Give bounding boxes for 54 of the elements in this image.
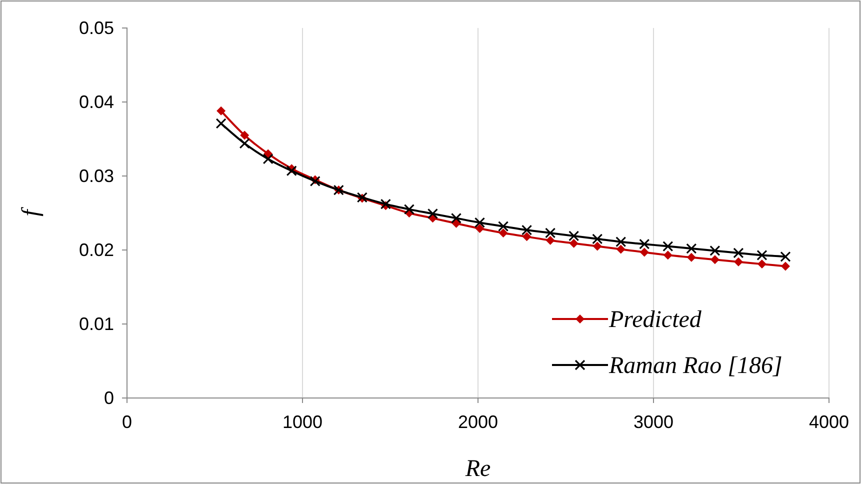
y-tick-label: 0 (104, 388, 114, 408)
point (780, 251, 791, 262)
point (662, 241, 674, 252)
legend-label: Raman Rao [186] (608, 353, 782, 379)
y-tick-label: 0.01 (78, 314, 114, 334)
point (733, 248, 744, 258)
point (475, 224, 484, 234)
x-tick-label: 4000 (808, 412, 850, 432)
y-tick-label: 0.03 (78, 166, 114, 186)
point (569, 238, 578, 248)
point (710, 255, 720, 264)
point (545, 228, 556, 238)
point (521, 224, 532, 236)
point (640, 248, 649, 257)
point (522, 232, 532, 242)
y-axis-title: f (18, 206, 44, 216)
x-tick-label: 0 (122, 412, 132, 432)
point (286, 166, 297, 176)
point (756, 250, 768, 260)
legend-label: Predicted (608, 307, 702, 333)
point (663, 250, 672, 260)
point (616, 236, 626, 248)
point (239, 138, 250, 149)
point (546, 236, 555, 245)
point (240, 130, 250, 140)
point (592, 242, 602, 251)
point (262, 154, 274, 164)
point (216, 106, 226, 116)
point (498, 221, 509, 232)
y-tick-label: 0.02 (78, 240, 114, 260)
point (404, 204, 415, 215)
point (216, 118, 226, 129)
x-tick-label: 2000 (458, 412, 498, 432)
point (686, 243, 697, 254)
point (450, 212, 462, 224)
point (592, 234, 603, 244)
point (757, 260, 766, 269)
x-tick-label: 1000 (282, 412, 323, 432)
point (568, 230, 580, 242)
x-tick-label: 3000 (633, 412, 674, 432)
y-tick-label: 0.05 (78, 18, 114, 38)
point (734, 257, 743, 266)
point (474, 217, 486, 228)
point (452, 218, 461, 228)
point (686, 252, 696, 262)
point (710, 245, 720, 256)
point (427, 208, 438, 220)
y-tick-label: 0.04 (78, 92, 114, 112)
x-axis-title: Re (464, 456, 492, 482)
point (616, 244, 626, 254)
point (498, 228, 508, 238)
point (780, 262, 790, 271)
point (380, 198, 391, 210)
point (639, 238, 650, 250)
